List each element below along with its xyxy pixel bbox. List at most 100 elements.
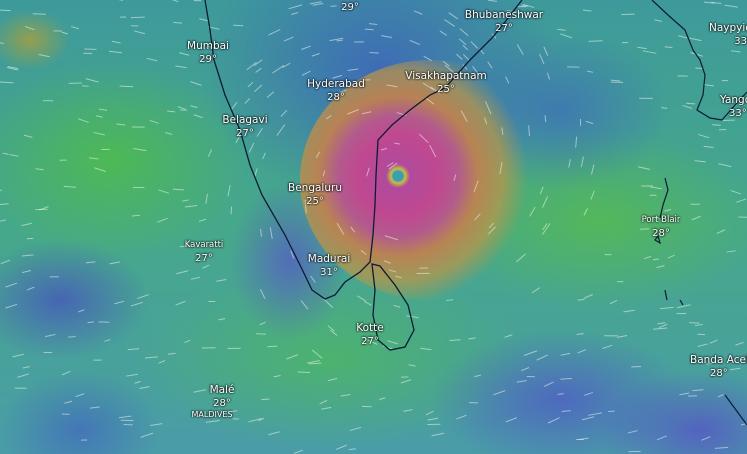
wind-streak: [356, 295, 367, 302]
city-label-banda-aceh[interactable]: Banda Aceh 28°: [690, 354, 747, 380]
city-name: Madurai: [307, 253, 351, 265]
wind-streak: [568, 159, 571, 168]
wind-streak: [523, 350, 538, 356]
wind-streak: [505, 417, 518, 423]
wind-streak: [578, 437, 589, 440]
city-temp: 33°: [729, 108, 747, 119]
city-label-port-blair[interactable]: Port Blair 28°: [642, 214, 681, 240]
wind-streak: [528, 125, 530, 137]
wind-streak: [118, 415, 132, 419]
wind-streak: [137, 294, 149, 300]
wind-streak: [505, 76, 510, 84]
wind-streak: [384, 235, 398, 241]
city-temp: 33°: [734, 36, 747, 47]
wind-streak: [230, 206, 233, 215]
wind-streak: [253, 59, 263, 67]
city-temp: 28°: [710, 368, 728, 379]
wind-streak: [621, 13, 635, 16]
wind-streak: [627, 430, 638, 434]
wind-streak: [706, 362, 714, 365]
city-label-male[interactable]: Malé 28°: [210, 384, 235, 410]
city-label-belagavi[interactable]: Belagavi 27°: [222, 114, 267, 140]
wind-streak: [698, 133, 710, 139]
city-label-madurai[interactable]: Madurai 31°: [308, 253, 350, 279]
wind-streak: [286, 354, 299, 360]
wind-streak: [544, 115, 547, 123]
city-label-bhubaneshwar[interactable]: Bhubaneshwar 27°: [465, 9, 543, 35]
wind-streak: [95, 115, 103, 118]
wind-streak: [336, 39, 343, 42]
wind-streak: [430, 86, 441, 95]
wind-streak: [738, 216, 747, 218]
wind-streak: [388, 269, 397, 273]
wind-streak: [294, 449, 304, 454]
wind-streak: [24, 25, 35, 31]
wind-streak: [425, 97, 435, 105]
wind-streak: [393, 304, 401, 308]
city-label-naypyidaw[interactable]: Naypyid 33°: [709, 22, 747, 48]
wind-streak: [104, 339, 111, 342]
wind-streak: [0, 81, 14, 84]
sumatra-coastline: [724, 394, 747, 426]
wind-streak: [144, 356, 158, 359]
wind-streak: [388, 162, 398, 170]
wind-streak: [643, 255, 652, 260]
city-label-bengaluru[interactable]: Bengaluru 25°: [288, 182, 342, 208]
wind-streak: [75, 393, 85, 398]
wind-streak: [546, 72, 551, 80]
wind-streak: [560, 377, 572, 380]
city-name: Kavaratti: [184, 240, 224, 250]
city-label-yangon[interactable]: Yango 33°: [720, 94, 747, 120]
wind-streak: [362, 111, 372, 115]
wind-streak: [309, 1, 322, 5]
wind-streak: [184, 339, 191, 344]
wind-streak: [248, 418, 262, 423]
city-label[interactable]: 29°: [341, 1, 359, 14]
wind-streak: [89, 406, 100, 409]
wind-streak: [310, 275, 316, 283]
wind-streak: [0, 259, 11, 265]
wind-streak: [327, 378, 338, 382]
city-label-kavaratti[interactable]: Kavaratti 27°: [185, 239, 224, 265]
wind-streak: [431, 432, 445, 437]
wind-streak: [580, 156, 584, 168]
wind-streak: [246, 61, 257, 71]
wind-streak: [456, 414, 467, 420]
wind-streak: [175, 300, 186, 306]
wind-streak: [258, 417, 265, 422]
wind-streak: [583, 9, 592, 12]
wind-streak: [711, 1, 722, 5]
wind-streak: [340, 394, 351, 397]
wind-streak: [233, 24, 244, 27]
wind-streak: [717, 394, 724, 398]
wind-streak: [709, 339, 718, 344]
wind-streak: [216, 278, 227, 282]
wind-streak: [198, 218, 206, 222]
wind-streak: [199, 18, 210, 22]
wind-streak: [276, 124, 286, 136]
wind-streak: [462, 54, 470, 61]
wind-streak: [610, 79, 621, 82]
wind-streak: [230, 101, 238, 111]
city-label-kotte[interactable]: Kotte 27°: [356, 322, 383, 348]
wind-streak: [266, 91, 275, 99]
wind-streak: [485, 101, 492, 115]
wind-streak: [267, 345, 278, 348]
wind-streak: [730, 50, 741, 53]
wind-streak: [321, 406, 332, 410]
wind-streak: [350, 226, 356, 233]
city-label-mumbai[interactable]: Mumbai 29°: [187, 40, 229, 66]
wind-streak: [319, 399, 328, 405]
wind-streak: [108, 50, 123, 54]
wind-streak: [0, 203, 9, 206]
wind-streak: [561, 410, 571, 412]
wind-streak: [261, 398, 270, 401]
wind-streak: [664, 208, 672, 212]
wind-streak: [150, 423, 163, 426]
wind-streak: [422, 82, 435, 91]
wind-streak: [676, 304, 691, 309]
city-label-visakhapatnam[interactable]: Visakhapatnam 25°: [405, 70, 486, 96]
wind-streak: [381, 35, 392, 39]
city-label-hyderabad[interactable]: Hyderabad 28°: [307, 78, 365, 104]
